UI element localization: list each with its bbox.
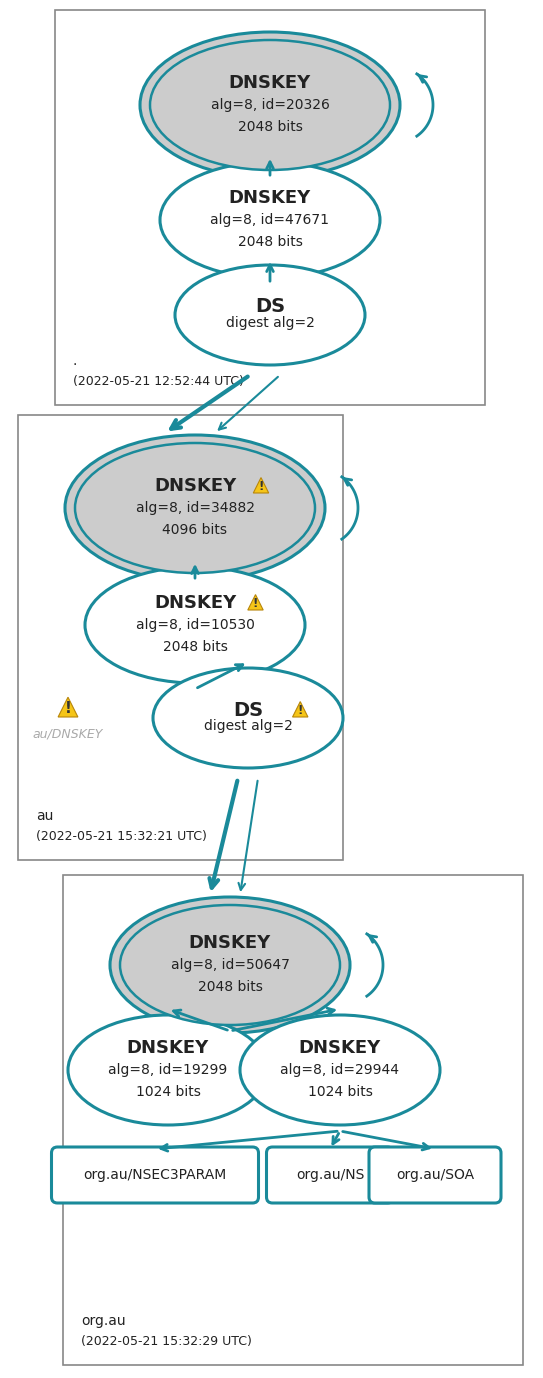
Ellipse shape [65,435,325,582]
Text: !: ! [258,480,264,493]
Text: digest alg=2: digest alg=2 [225,316,314,329]
Text: 2048 bits: 2048 bits [162,639,228,655]
Text: org.au/NSEC3PARAM: org.au/NSEC3PARAM [84,1169,226,1182]
Text: DNSKEY: DNSKEY [229,189,311,207]
Polygon shape [253,478,269,493]
Text: 4096 bits: 4096 bits [162,524,228,537]
Text: DS: DS [255,298,285,317]
Polygon shape [248,594,263,610]
Text: org.au: org.au [81,1315,125,1328]
Ellipse shape [175,265,365,365]
Ellipse shape [153,668,343,768]
Text: digest alg=2: digest alg=2 [204,719,293,733]
Text: (2022-05-21 12:52:44 UTC): (2022-05-21 12:52:44 UTC) [73,375,244,389]
Text: 1024 bits: 1024 bits [307,1084,372,1100]
Ellipse shape [150,40,390,169]
Ellipse shape [140,32,400,178]
Text: !: ! [298,704,303,717]
Text: alg=8, id=50647: alg=8, id=50647 [171,958,289,971]
Text: DS: DS [233,700,263,719]
Ellipse shape [160,163,380,278]
Text: alg=8, id=34882: alg=8, id=34882 [136,502,255,515]
Text: au: au [36,809,53,823]
FancyBboxPatch shape [369,1146,501,1203]
Text: 2048 bits: 2048 bits [238,236,302,249]
Ellipse shape [110,897,350,1034]
Text: .: . [73,354,77,368]
Ellipse shape [120,905,340,1025]
Text: !: ! [253,597,258,610]
Text: alg=8, id=29944: alg=8, id=29944 [281,1062,400,1078]
Text: 2048 bits: 2048 bits [198,980,262,994]
Text: org.au/NS: org.au/NS [296,1169,364,1182]
Text: (2022-05-21 15:32:21 UTC): (2022-05-21 15:32:21 UTC) [36,830,207,843]
Text: alg=8, id=19299: alg=8, id=19299 [109,1062,228,1078]
Text: DNSKEY: DNSKEY [154,594,236,612]
Text: org.au/SOA: org.au/SOA [396,1169,474,1182]
Text: !: ! [65,701,72,717]
Ellipse shape [240,1016,440,1124]
Text: DNSKEY: DNSKEY [127,1039,209,1057]
FancyBboxPatch shape [18,415,343,860]
Text: au/DNSKEY: au/DNSKEY [33,728,103,740]
Ellipse shape [75,442,315,573]
FancyBboxPatch shape [63,875,523,1366]
FancyBboxPatch shape [52,1146,258,1203]
Ellipse shape [85,566,305,683]
Text: DNSKEY: DNSKEY [189,934,271,952]
Ellipse shape [68,1016,268,1124]
Text: alg=8, id=47671: alg=8, id=47671 [211,214,330,227]
Text: DNSKEY: DNSKEY [229,74,311,92]
Polygon shape [58,697,78,717]
Text: alg=8, id=10530: alg=8, id=10530 [136,617,255,633]
Text: 2048 bits: 2048 bits [238,120,302,134]
Text: 1024 bits: 1024 bits [136,1084,200,1100]
FancyBboxPatch shape [55,10,485,405]
FancyBboxPatch shape [267,1146,394,1203]
Polygon shape [293,701,308,717]
Text: DNSKEY: DNSKEY [299,1039,381,1057]
Text: (2022-05-21 15:32:29 UTC): (2022-05-21 15:32:29 UTC) [81,1335,252,1348]
Text: DNSKEY: DNSKEY [154,477,236,495]
Text: alg=8, id=20326: alg=8, id=20326 [211,98,330,112]
